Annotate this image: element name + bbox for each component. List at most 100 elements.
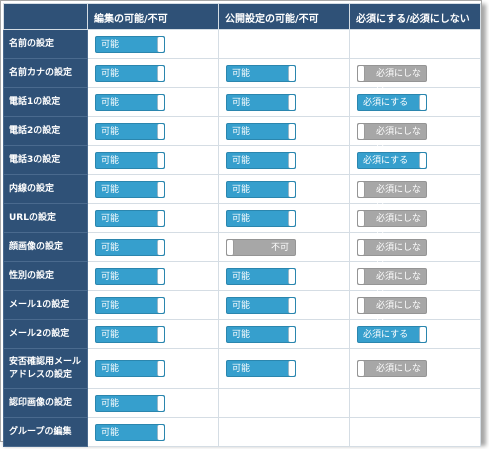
required-toggle-knob[interactable]: [419, 152, 426, 168]
required-toggle[interactable]: 必須にしない: [357, 238, 427, 270]
edit-toggle-knob[interactable]: [157, 297, 164, 313]
required-toggle[interactable]: 必須にしない: [357, 64, 427, 96]
public-toggle[interactable]: 可能: [226, 151, 296, 169]
public-toggle-knob[interactable]: [288, 297, 295, 313]
table-row: 名前カナの設定 可能 可能 必須にしない: [3, 58, 481, 96]
edit-toggle-label: 可能: [101, 242, 120, 253]
table-row: URLの設定 可能 可能 必須にしない: [3, 203, 481, 241]
edit-toggle-knob[interactable]: [157, 326, 164, 342]
edit-toggle-label: 可能: [101, 213, 120, 224]
public-toggle-label: 可能: [232, 300, 251, 311]
edit-toggle-knob[interactable]: [157, 395, 164, 411]
edit-toggle-label: 可能: [101, 184, 120, 195]
cell-required: 必須にしない: [349, 348, 481, 391]
required-toggle-knob[interactable]: [358, 65, 365, 81]
edit-toggle-knob[interactable]: [157, 361, 164, 376]
public-toggle-knob[interactable]: [227, 239, 234, 255]
public-toggle-knob[interactable]: [288, 210, 295, 226]
public-toggle-knob[interactable]: [288, 326, 295, 342]
public-toggle[interactable]: 可能: [226, 122, 296, 140]
edit-toggle[interactable]: 可能: [95, 180, 165, 198]
edit-toggle[interactable]: 可能: [95, 238, 165, 256]
row-label: 電話3の設定: [3, 145, 88, 175]
required-toggle[interactable]: 必須にする: [357, 93, 427, 111]
required-toggle-knob[interactable]: [419, 326, 426, 342]
required-toggle-knob[interactable]: [358, 297, 365, 313]
required-toggle-knob[interactable]: [358, 210, 365, 226]
row-label: 顔画像の設定: [3, 232, 88, 262]
public-toggle-knob[interactable]: [288, 94, 295, 110]
public-toggle[interactable]: 可能: [226, 296, 296, 314]
edit-toggle-knob[interactable]: [157, 424, 164, 440]
row-label: 性別の設定: [3, 261, 88, 291]
edit-toggle[interactable]: 可能: [95, 35, 165, 53]
public-toggle-label: 可能: [232, 184, 251, 195]
edit-toggle[interactable]: 可能: [95, 64, 165, 82]
edit-toggle[interactable]: 可能: [95, 296, 165, 314]
cell-required: 必須にしない: [349, 232, 481, 270]
edit-toggle-label: 可能: [101, 126, 120, 137]
required-toggle[interactable]: 必須にしない: [357, 122, 427, 154]
cell-public: 可能: [218, 261, 350, 291]
required-toggle[interactable]: 必須にしない: [357, 209, 427, 241]
cell-edit: 可能: [87, 417, 219, 447]
public-toggle[interactable]: 可能: [226, 267, 296, 285]
public-toggle[interactable]: 不可: [226, 238, 296, 256]
public-toggle-knob[interactable]: [288, 123, 295, 139]
required-toggle-knob[interactable]: [358, 239, 365, 255]
public-toggle-knob[interactable]: [288, 268, 295, 284]
required-toggle-label: 必須にしない: [376, 364, 422, 391]
public-toggle[interactable]: 可能: [226, 180, 296, 198]
required-toggle-knob[interactable]: [358, 123, 365, 139]
table-row: メール2の設定 可能 可能 必須にする: [3, 319, 481, 349]
cell-required: 必須にする: [349, 87, 481, 117]
public-toggle-label: 可能: [232, 271, 251, 282]
edit-toggle[interactable]: 可能: [95, 394, 165, 412]
public-toggle-knob[interactable]: [288, 152, 295, 168]
edit-toggle[interactable]: 可能: [95, 325, 165, 343]
cell-public: 可能: [218, 58, 350, 88]
public-toggle-knob[interactable]: [288, 65, 295, 81]
required-toggle[interactable]: 必須にしない: [357, 360, 427, 391]
required-toggle-label: 必須にしない: [376, 126, 422, 154]
cell-edit: 可能: [87, 145, 219, 175]
public-toggle[interactable]: 可能: [226, 325, 296, 343]
required-toggle-knob[interactable]: [358, 361, 365, 376]
public-toggle[interactable]: 可能: [226, 93, 296, 111]
edit-toggle-knob[interactable]: [157, 210, 164, 226]
edit-toggle-knob[interactable]: [157, 152, 164, 168]
edit-toggle-knob[interactable]: [157, 268, 164, 284]
edit-toggle-knob[interactable]: [157, 65, 164, 81]
public-toggle-knob[interactable]: [288, 181, 295, 197]
public-toggle-label: 不可: [270, 242, 289, 253]
required-toggle-knob[interactable]: [358, 181, 365, 197]
edit-toggle-knob[interactable]: [157, 94, 164, 110]
edit-toggle-knob[interactable]: [157, 36, 164, 52]
edit-toggle[interactable]: 可能: [95, 423, 165, 441]
edit-toggle-knob[interactable]: [157, 239, 164, 255]
edit-toggle[interactable]: 可能: [95, 209, 165, 227]
edit-toggle[interactable]: 可能: [95, 122, 165, 140]
public-toggle[interactable]: 可能: [226, 360, 296, 377]
edit-toggle[interactable]: 可能: [95, 93, 165, 111]
edit-toggle-knob[interactable]: [157, 123, 164, 139]
edit-toggle[interactable]: 可能: [95, 360, 165, 377]
required-toggle-knob[interactable]: [358, 268, 365, 284]
edit-toggle[interactable]: 可能: [95, 267, 165, 285]
required-toggle[interactable]: 必須にしない: [357, 180, 427, 212]
required-toggle-label: 必須にしない: [376, 300, 422, 328]
required-toggle-knob[interactable]: [419, 94, 426, 110]
required-toggle-label: 必須にする: [363, 329, 409, 340]
required-toggle[interactable]: 必須にする: [357, 325, 427, 343]
public-toggle-knob[interactable]: [288, 361, 295, 376]
required-toggle-label: 必須にしない: [376, 68, 422, 96]
edit-toggle[interactable]: 可能: [95, 151, 165, 169]
cell-edit: 可能: [87, 58, 219, 88]
public-toggle[interactable]: 可能: [226, 64, 296, 82]
edit-toggle-knob[interactable]: [157, 181, 164, 197]
required-toggle[interactable]: 必須にしない: [357, 296, 427, 328]
public-toggle[interactable]: 可能: [226, 209, 296, 227]
required-toggle[interactable]: 必須にしない: [357, 267, 427, 299]
required-toggle[interactable]: 必須にする: [357, 151, 427, 169]
cell-edit: 可能: [87, 319, 219, 349]
